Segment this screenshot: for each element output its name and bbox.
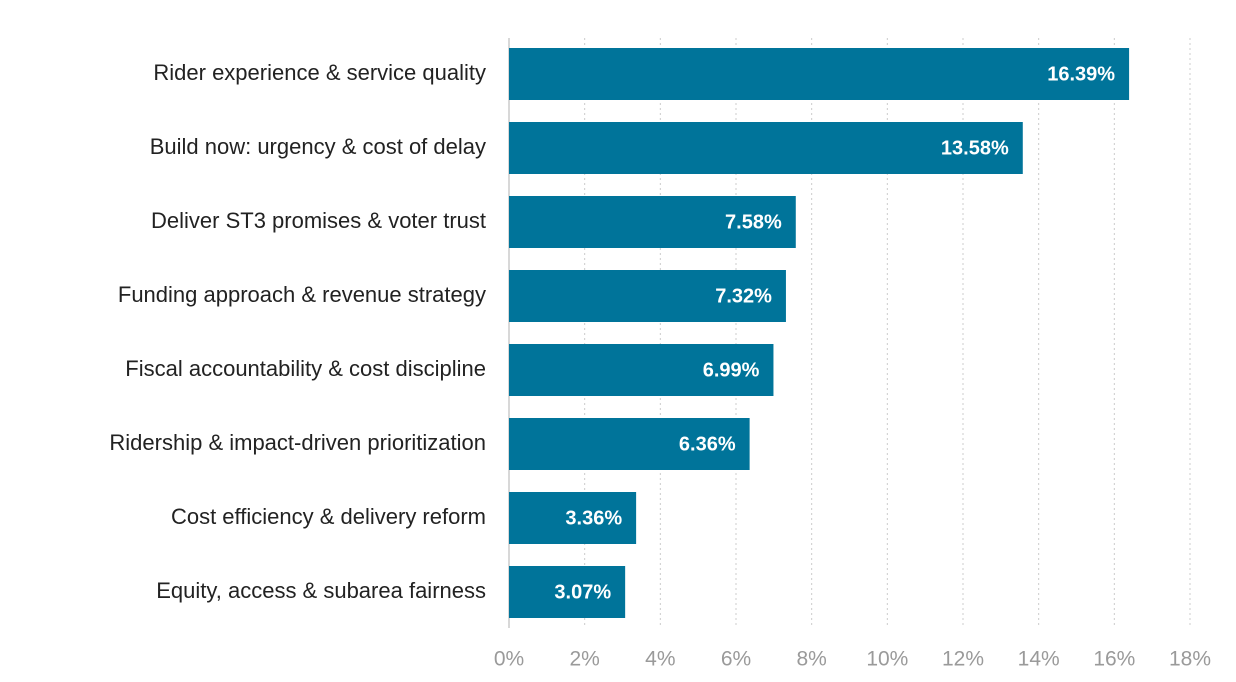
value-label: 13.58% — [941, 137, 1009, 159]
bar — [509, 270, 786, 322]
x-tick-label: 12% — [942, 648, 984, 671]
bar — [509, 418, 750, 470]
x-tick-label: 2% — [569, 648, 599, 671]
bar — [509, 492, 637, 544]
value-label: 7.58% — [725, 211, 782, 233]
value-label: 6.99% — [703, 359, 760, 381]
value-label: 3.36% — [565, 507, 622, 529]
category-label: Rider experience & service quality — [153, 60, 486, 85]
category-label: Build now: urgency & cost of delay — [150, 134, 486, 159]
value-label: 6.36% — [679, 433, 736, 455]
category-label: Cost efficiency & delivery reform — [171, 504, 486, 529]
value-label: 16.39% — [1047, 63, 1115, 85]
category-label: Ridership & impact-driven prioritization — [109, 430, 486, 455]
value-label: 7.32% — [715, 285, 772, 307]
bar — [509, 344, 774, 396]
category-label: Fiscal accountability & cost discipline — [125, 356, 486, 381]
bar — [509, 196, 796, 248]
value-label: 3.07% — [554, 581, 611, 603]
category-label: Deliver ST3 promises & voter trust — [151, 208, 486, 233]
bar — [509, 566, 626, 618]
bar — [509, 48, 1130, 100]
x-tick-label: 18% — [1169, 648, 1211, 671]
x-tick-label: 14% — [1018, 648, 1060, 671]
x-tick-label: 4% — [645, 648, 675, 671]
x-tick-label: 10% — [866, 648, 908, 671]
x-tick-label: 6% — [721, 648, 751, 671]
category-label: Equity, access & subarea fairness — [156, 578, 486, 603]
category-label: Funding approach & revenue strategy — [118, 282, 486, 307]
x-tick-label: 0% — [494, 648, 524, 671]
x-tick-label: 16% — [1093, 648, 1135, 671]
x-tick-label: 8% — [796, 648, 826, 671]
bar — [509, 122, 1023, 174]
